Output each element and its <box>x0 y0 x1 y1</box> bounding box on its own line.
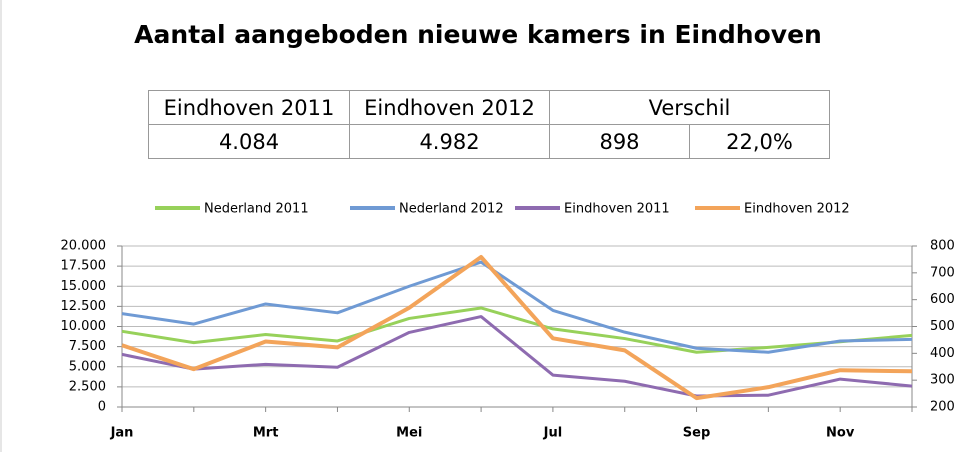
x-tick-label: Mrt <box>253 426 279 441</box>
header-cell: Eindhoven 2012 <box>349 90 550 125</box>
y2-tick-label: 200 <box>930 400 955 415</box>
y2-tick-label: 800 <box>930 239 955 254</box>
chart-title: Aantal aangeboden nieuwe kamers in Eindh… <box>134 20 822 49</box>
x-tick-label: Jan <box>110 426 134 441</box>
x-tick-label: Nov <box>826 426 855 441</box>
x-tick-label: Jul <box>543 426 563 441</box>
y-tick-label: 7.500 <box>69 339 106 354</box>
y-tick-label: 10.000 <box>61 319 107 334</box>
table-header: Eindhoven 2011 Eindhoven 2012 Verschil <box>148 90 830 125</box>
x-tick-label: Mei <box>396 426 422 441</box>
cell: 4.982 <box>349 124 550 159</box>
header-cell: Verschil <box>549 90 830 125</box>
y2-tick-label: 600 <box>930 292 955 307</box>
y2-tick-label: 400 <box>930 346 955 361</box>
summary-table: Eindhoven 2011 Eindhoven 2012 Verschil 4… <box>148 90 830 159</box>
y-tick-label: 15.000 <box>61 279 107 294</box>
series-line <box>121 315 913 398</box>
series-line <box>121 306 913 354</box>
y-tick-label: 20.000 <box>61 239 107 254</box>
y-tick-label: 0 <box>98 400 106 415</box>
cell: 4.084 <box>148 124 350 159</box>
legend-label: Eindhoven 2012 <box>744 202 850 217</box>
y-tick-label: 12.500 <box>61 299 107 314</box>
y-tick-label: 2.500 <box>69 379 106 394</box>
legend-label: Nederland 2011 <box>204 202 309 217</box>
cell: 22,0% <box>689 124 830 159</box>
y2-tick-label: 300 <box>930 373 955 388</box>
series-line <box>121 260 913 354</box>
y2-tick-label: 500 <box>930 319 955 334</box>
legend-label: Eindhoven 2011 <box>564 202 670 217</box>
series-line <box>121 255 913 401</box>
header-cell: Eindhoven 2011 <box>148 90 350 125</box>
y2-tick-label: 700 <box>930 265 955 280</box>
x-tick-label: Sep <box>683 426 711 441</box>
cell: 898 <box>549 124 690 159</box>
table-row: 4.084 4.982 898 22,0% <box>148 124 830 159</box>
legend-label: Nederland 2012 <box>399 202 504 217</box>
y-tick-label: 17.500 <box>61 259 107 274</box>
y-tick-label: 5.000 <box>69 359 106 374</box>
